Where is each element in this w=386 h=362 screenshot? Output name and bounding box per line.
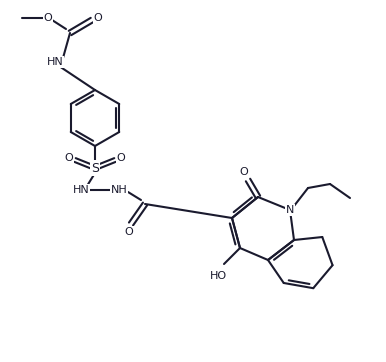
- Text: O: O: [64, 153, 73, 163]
- Text: O: O: [240, 167, 248, 177]
- Text: HN: HN: [73, 185, 90, 195]
- Text: S: S: [91, 161, 99, 174]
- Text: O: O: [117, 153, 125, 163]
- Text: HO: HO: [210, 271, 227, 281]
- Text: O: O: [125, 227, 134, 237]
- Text: O: O: [44, 13, 52, 23]
- Text: N: N: [286, 205, 294, 215]
- Text: NH: NH: [111, 185, 127, 195]
- Text: HN: HN: [47, 57, 63, 67]
- Text: O: O: [94, 13, 102, 23]
